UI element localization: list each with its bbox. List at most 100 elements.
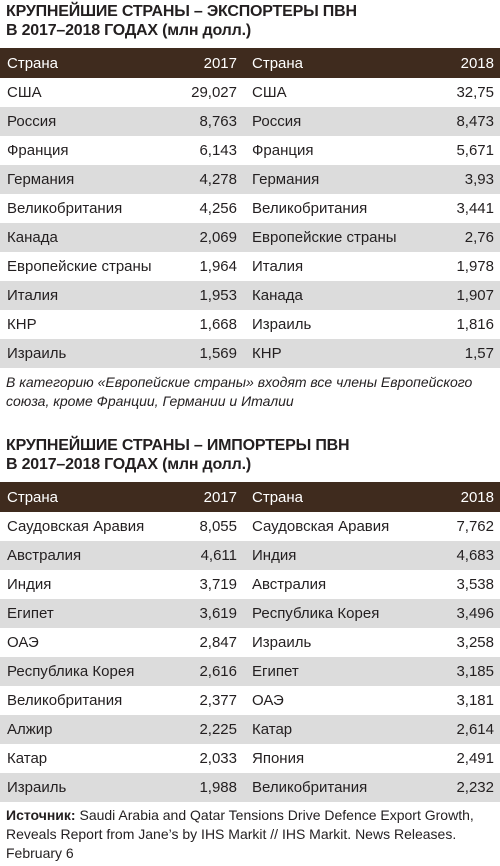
country-2018: Катар bbox=[252, 721, 293, 738]
value-2017: 1,668 bbox=[199, 316, 237, 333]
country-2017: Европейские страны bbox=[7, 258, 152, 275]
header-year-2018: 2018 bbox=[460, 54, 494, 72]
value-2018: 3,496 bbox=[456, 605, 494, 622]
exporters-note: В категорию «Европейские страны» входят … bbox=[6, 374, 473, 409]
value-2018: 8,473 bbox=[456, 113, 494, 130]
value-2017: 29,027 bbox=[191, 84, 237, 101]
header-country-2018: Страна bbox=[252, 488, 304, 506]
value-2018: 3,185 bbox=[456, 663, 494, 680]
table-row: Канада 2,069 Европейские страны 2,76 bbox=[0, 223, 500, 252]
country-2017: Россия bbox=[7, 113, 57, 130]
importers-title-line2: В 2017–2018 ГОДАХ bbox=[6, 456, 158, 473]
value-2017: 2,377 bbox=[199, 692, 237, 709]
importers-title-unit: (млн долл.) bbox=[162, 456, 251, 473]
header-year-2017: 2017 bbox=[203, 54, 237, 72]
country-2017: Франция bbox=[7, 142, 69, 159]
value-2018: 3,538 bbox=[456, 576, 494, 593]
country-2018: КНР bbox=[252, 345, 282, 362]
table-row: Россия 8,763 Россия 8,473 bbox=[0, 107, 500, 136]
value-2017: 4,256 bbox=[199, 200, 237, 217]
value-2018: 1,978 bbox=[456, 258, 494, 275]
country-2017: Канада bbox=[7, 229, 58, 246]
value-2017: 2,847 bbox=[199, 634, 237, 651]
importers-table-header: Страна 2017 Страна 2018 bbox=[0, 482, 500, 512]
country-2017: Австралия bbox=[7, 547, 82, 564]
country-2017: Республика Корея bbox=[7, 663, 135, 680]
table-row: Великобритания 2,377 ОАЭ 3,181 bbox=[0, 686, 500, 715]
country-2017: Израиль bbox=[7, 345, 67, 362]
country-2018: Саудовская Аравия bbox=[252, 518, 390, 535]
value-2018: 2,232 bbox=[456, 779, 494, 796]
table-row: ОАЭ 2,847 Израиль 3,258 bbox=[0, 628, 500, 657]
table-row: Великобритания 4,256 Великобритания 3,441 bbox=[0, 194, 500, 223]
importers-title: КРУПНЕЙШИЕ СТРАНЫ – ИМПОРТЕРЫ ПВН В 2017… bbox=[6, 436, 350, 474]
country-2017: Алжир bbox=[7, 721, 53, 738]
value-2017: 1,988 bbox=[199, 779, 237, 796]
value-2018: 2,491 bbox=[456, 750, 494, 767]
exporters-table-header: Страна 2017 Страна 2018 bbox=[0, 48, 500, 78]
table-row: Австралия 4,611 Индия 4,683 bbox=[0, 541, 500, 570]
source-label: Источник: bbox=[6, 807, 76, 823]
value-2018: 3,181 bbox=[456, 692, 494, 709]
exporters-title-line1: КРУПНЕЙШИЕ СТРАНЫ – ЭКСПОРТЕРЫ ПВН bbox=[6, 3, 357, 20]
country-2018: Республика Корея bbox=[252, 605, 380, 622]
country-2018: Канада bbox=[252, 287, 303, 304]
table-row: США 29,027 США 32,75 bbox=[0, 78, 500, 107]
value-2017: 8,055 bbox=[199, 518, 237, 535]
country-2017: КНР bbox=[7, 316, 37, 333]
value-2018: 2,614 bbox=[456, 721, 494, 738]
value-2017: 2,033 bbox=[199, 750, 237, 767]
country-2017: Саудовская Аравия bbox=[7, 518, 145, 535]
country-2018: Италия bbox=[252, 258, 304, 275]
table-row: Италия 1,953 Канада 1,907 bbox=[0, 281, 500, 310]
country-2018: ОАЭ bbox=[252, 692, 284, 709]
exporters-table: Страна 2017 Страна 2018 США 29,027 США 32,7… bbox=[0, 48, 500, 368]
table-row: Европейские страны 1,964 Италия 1,978 bbox=[0, 252, 500, 281]
value-2018: 32,75 bbox=[456, 84, 494, 101]
country-2018: Европейские страны bbox=[252, 229, 397, 246]
value-2018: 4,683 bbox=[456, 547, 494, 564]
country-2018: Россия bbox=[252, 113, 302, 130]
country-2017: Египет bbox=[7, 605, 54, 622]
country-2018: Австралия bbox=[252, 576, 327, 593]
value-2017: 2,225 bbox=[199, 721, 237, 738]
country-2017: Великобритания bbox=[7, 200, 123, 217]
header-year-2017: 2017 bbox=[203, 488, 237, 506]
country-2018: Франция bbox=[252, 142, 314, 159]
table-row: Саудовская Аравия 8,055 Саудовская Аравия 7… bbox=[0, 512, 500, 541]
table-row: Индия 3,719 Австралия 3,538 bbox=[0, 570, 500, 599]
country-2018: Израиль bbox=[252, 634, 312, 651]
country-2018: Великобритания bbox=[252, 200, 368, 217]
value-2017: 1,964 bbox=[199, 258, 237, 275]
table-row: Алжир 2,225 Катар 2,614 bbox=[0, 715, 500, 744]
country-2018: Индия bbox=[252, 547, 297, 564]
country-2018: Япония bbox=[252, 750, 305, 767]
value-2017: 2,069 bbox=[199, 229, 237, 246]
source-citation: Источник: Saudi Arabia and Qatar Tension… bbox=[6, 806, 496, 863]
value-2017: 2,616 bbox=[199, 663, 237, 680]
value-2017: 4,611 bbox=[200, 547, 237, 564]
country-2017: Индия bbox=[7, 576, 52, 593]
country-2018: Германия bbox=[252, 171, 320, 188]
header-year-2018: 2018 bbox=[460, 488, 494, 506]
header-country-2017: Страна bbox=[7, 54, 59, 72]
country-2017: Катар bbox=[7, 750, 48, 767]
value-2018: 3,258 bbox=[456, 634, 494, 651]
country-2018: Египет bbox=[252, 663, 299, 680]
source-text: Saudi Arabia and Qatar Tensions Drive De… bbox=[6, 807, 474, 861]
importers-title-line1: КРУПНЕЙШИЕ СТРАНЫ – ИМПОРТЕРЫ ПВН bbox=[6, 437, 350, 454]
value-2017: 8,763 bbox=[199, 113, 237, 130]
value-2017: 3,619 bbox=[199, 605, 237, 622]
value-2018: 3,441 bbox=[456, 200, 494, 217]
header-country-2018: Страна bbox=[252, 54, 304, 72]
exporters-title: КРУПНЕЙШИЕ СТРАНЫ – ЭКСПОРТЕРЫ ПВН В 201… bbox=[6, 2, 357, 40]
country-2017: Италия bbox=[7, 287, 59, 304]
exporters-title-unit: (млн долл.) bbox=[162, 22, 251, 39]
importers-table: Страна 2017 Страна 2018 Саудовская Арави… bbox=[0, 482, 500, 802]
value-2017: 6,143 bbox=[199, 142, 237, 159]
table-row: Египет 3,619 Республика Корея 3,496 bbox=[0, 599, 500, 628]
value-2018: 1,816 bbox=[456, 316, 494, 333]
exporters-title-line2: В 2017–2018 ГОДАХ bbox=[6, 22, 158, 39]
header-country-2017: Страна bbox=[7, 488, 59, 506]
